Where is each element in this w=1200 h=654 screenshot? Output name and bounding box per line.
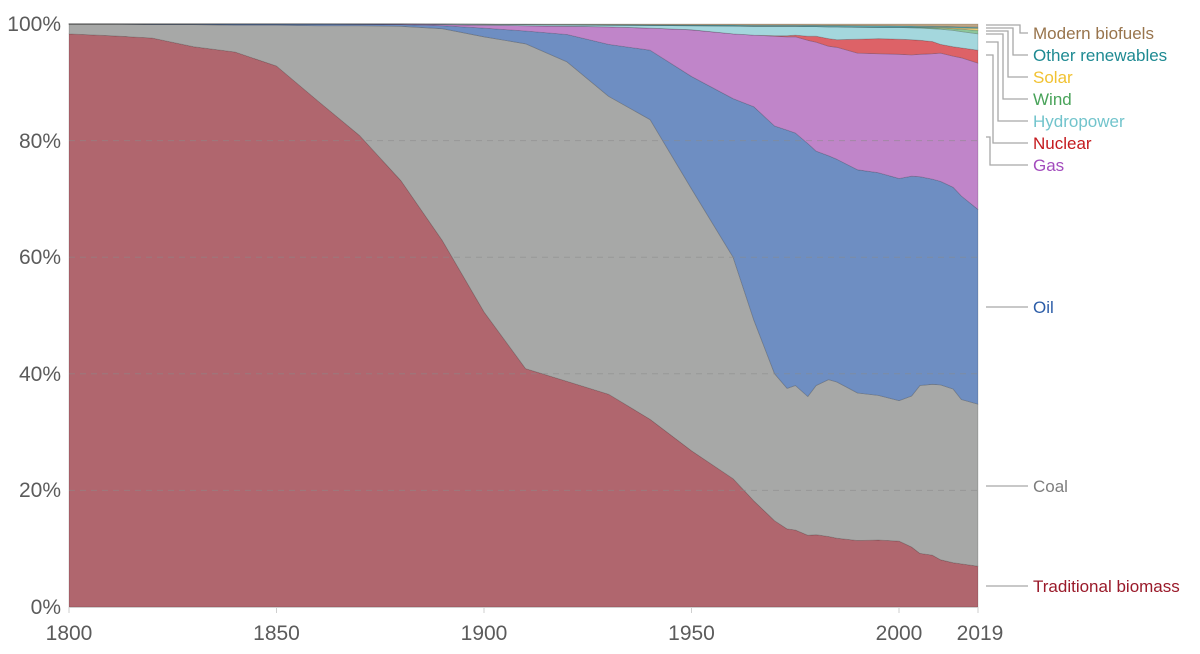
x-tick-1850: 1850 bbox=[253, 622, 300, 645]
legend-other-renewables: Other renewables bbox=[1033, 46, 1167, 65]
legend-hydropower: Hydropower bbox=[1033, 112, 1125, 131]
y-tick-80: 80% bbox=[19, 130, 61, 153]
x-axis: 1800 1850 1900 1950 2000 2019 bbox=[46, 607, 1004, 645]
legend-gas: Gas bbox=[1033, 156, 1064, 175]
x-tick-1900: 1900 bbox=[461, 622, 508, 645]
legend-oil: Oil bbox=[1033, 298, 1054, 317]
area-modern-biofuels bbox=[68, 23, 979, 28]
legend-modern-biofuels: Modern biofuels bbox=[1033, 24, 1154, 43]
y-tick-60: 60% bbox=[19, 246, 61, 269]
legend: Modern biofuels Other renewables Solar W… bbox=[1033, 24, 1180, 596]
x-tick-1800: 1800 bbox=[46, 622, 93, 645]
legend-connectors bbox=[986, 24, 1028, 587]
y-tick-40: 40% bbox=[19, 363, 61, 386]
legend-solar: Solar bbox=[1033, 68, 1073, 87]
gridlines bbox=[69, 140, 978, 491]
x-tick-2019: 2019 bbox=[957, 622, 1004, 645]
legend-wind: Wind bbox=[1033, 90, 1072, 109]
y-tick-100: 100% bbox=[7, 13, 61, 36]
y-tick-0: 0% bbox=[31, 596, 61, 619]
chart-areas bbox=[68, 23, 979, 608]
y-axis: 100% 80% 60% 40% 20% 0% bbox=[7, 13, 61, 619]
x-tick-1950: 1950 bbox=[668, 622, 715, 645]
y-tick-20: 20% bbox=[19, 479, 61, 502]
legend-traditional-biomass: Traditional biomass bbox=[1033, 577, 1180, 596]
legend-nuclear: Nuclear bbox=[1033, 134, 1092, 153]
x-tick-2000: 2000 bbox=[876, 622, 923, 645]
legend-coal: Coal bbox=[1033, 477, 1068, 496]
